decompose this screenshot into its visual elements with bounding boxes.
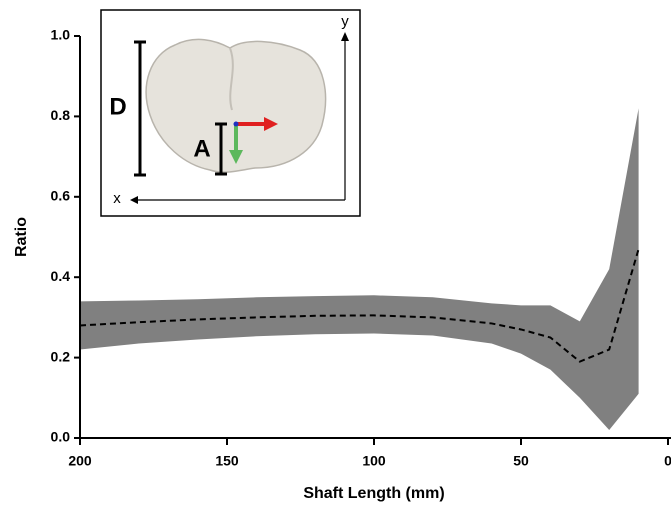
bone-shape <box>145 38 327 173</box>
x-tick-label: 150 <box>215 453 239 469</box>
green-arrowhead <box>229 150 243 164</box>
annotation: A <box>193 135 210 162</box>
red-arrowhead <box>264 117 278 131</box>
y-tick-label: 0.2 <box>51 348 71 364</box>
x-tick-label: 200 <box>68 453 92 469</box>
annotation: x <box>113 190 121 207</box>
arrowhead <box>341 32 349 41</box>
x-axis-label: Shaft Length (mm) <box>303 485 444 502</box>
y-tick-label: 0.0 <box>51 429 71 445</box>
x-tick-label: 0 <box>664 453 671 469</box>
annotation: y <box>341 13 349 30</box>
x-tick-label: 50 <box>513 453 529 469</box>
bone-ridge <box>229 47 234 111</box>
annotation: D <box>109 93 126 120</box>
y-tick-label: 0.4 <box>51 268 71 284</box>
y-axis-label: Ratio <box>13 217 30 257</box>
inset: D A x y <box>100 9 361 217</box>
plot-area: 0.0 0.2 0.4 0.6 0.8 1.0 200 150 100 50 0 <box>51 27 671 469</box>
mean-line <box>79 248 640 363</box>
y-tick-label: 0.8 <box>51 107 71 123</box>
y-tick-label: 0.6 <box>51 188 71 204</box>
origin-dot <box>233 121 239 127</box>
y-tick-label: 1.0 <box>51 27 71 43</box>
arrowhead <box>130 196 138 204</box>
x-tick-label: 100 <box>362 453 386 469</box>
band-area <box>80 108 639 430</box>
